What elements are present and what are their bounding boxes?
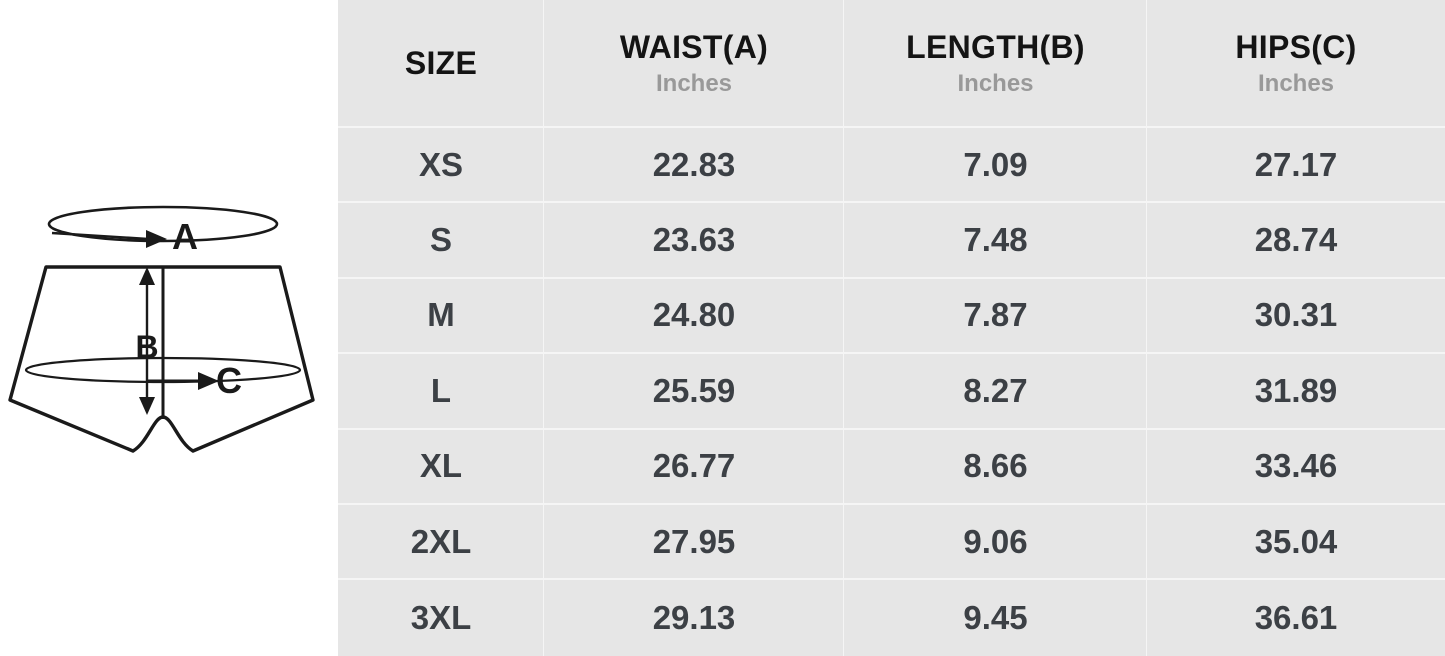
- svg-text:B: B: [135, 329, 158, 365]
- svg-text:C: C: [216, 360, 242, 401]
- svg-text:A: A: [172, 216, 198, 257]
